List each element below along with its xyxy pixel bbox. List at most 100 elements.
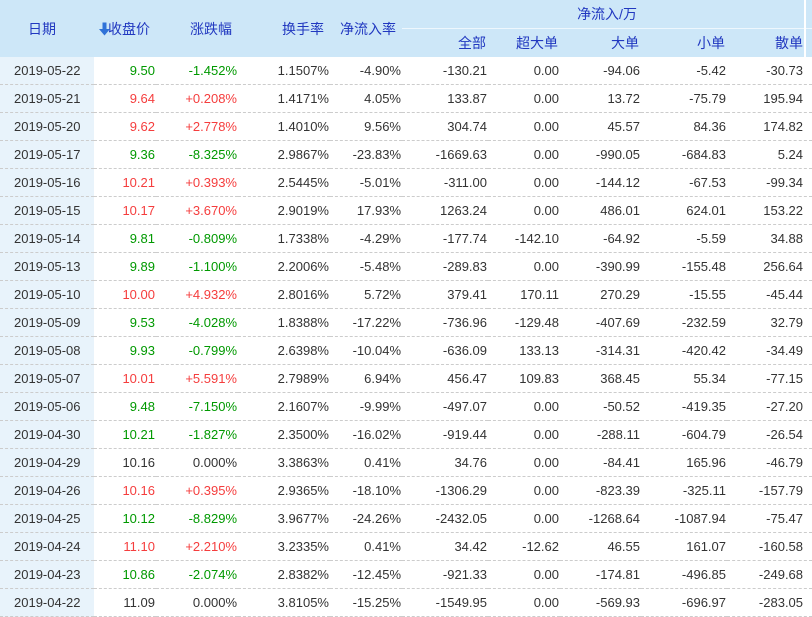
date-cell: 2019-05-13: [0, 252, 94, 281]
close-price-cell: 9.64: [94, 84, 156, 113]
net-inflow-scattered-cell: -157.79: [727, 476, 812, 505]
change-percent-cell: -0.809%: [156, 224, 238, 253]
net-inflow-super-large-cell: 170.11: [488, 280, 560, 309]
table-row: 2019-04-25 10.12 -8.829% 3.9677% -24.26%…: [0, 504, 812, 533]
net-inflow-small-cell: -67.53: [641, 168, 727, 197]
net-inflow-large-cell: -314.31: [560, 336, 641, 365]
date-cell: 2019-05-16: [0, 168, 94, 197]
net-inflow-super-large-cell: 0.00: [488, 252, 560, 281]
close-price-cell: 9.53: [94, 308, 156, 337]
date-cell: 2019-05-10: [0, 280, 94, 309]
turnover-rate-cell: 2.9867%: [238, 140, 330, 169]
net-inflow-rate-cell: 0.41%: [330, 532, 402, 561]
net-inflow-small-cell: -325.11: [641, 476, 727, 505]
column-group-net-inflow: 净流入/万: [402, 0, 812, 29]
net-inflow-small-cell: -696.97: [641, 588, 727, 617]
column-header-date[interactable]: 日期: [0, 0, 110, 57]
net-inflow-super-large-cell: 0.00: [488, 140, 560, 169]
net-inflow-super-large-cell: -12.62: [488, 532, 560, 561]
table-row: 2019-05-16 10.21 +0.393% 2.5445% -5.01% …: [0, 168, 812, 197]
table-row: 2019-04-26 10.16 +0.395% 2.9365% -18.10%…: [0, 476, 812, 505]
close-price-cell: 9.48: [94, 392, 156, 421]
net-inflow-rate-cell: -10.04%: [330, 336, 402, 365]
header-right-divider: [804, 0, 806, 57]
change-percent-cell: +5.591%: [156, 364, 238, 393]
net-inflow-small-cell: 55.34: [641, 364, 727, 393]
turnover-rate-cell: 2.7989%: [238, 364, 330, 393]
column-header-change[interactable]: 涨跌幅: [156, 0, 238, 57]
net-inflow-super-large-cell: 0.00: [488, 560, 560, 589]
date-cell: 2019-04-25: [0, 504, 94, 533]
turnover-rate-cell: 2.8016%: [238, 280, 330, 309]
net-inflow-super-large-cell: 109.83: [488, 364, 560, 393]
net-inflow-small-cell: -75.79: [641, 84, 727, 113]
date-cell: 2019-04-30: [0, 420, 94, 449]
table-row: 2019-05-14 9.81 -0.809% 1.7338% -4.29% -…: [0, 224, 812, 253]
net-inflow-scattered-cell: 256.64: [727, 252, 812, 281]
net-inflow-rate-cell: -4.90%: [330, 57, 402, 85]
net-inflow-all-cell: -919.44: [402, 420, 488, 449]
close-price-cell: 10.16: [94, 448, 156, 477]
net-inflow-scattered-cell: -160.58: [727, 532, 812, 561]
change-percent-cell: +3.670%: [156, 196, 238, 225]
net-inflow-rate-cell: -9.99%: [330, 392, 402, 421]
column-header-inflow-rate[interactable]: 净流入率: [330, 0, 402, 57]
column-header-all[interactable]: 全部: [402, 28, 488, 57]
net-inflow-rate-cell: 9.56%: [330, 112, 402, 141]
net-inflow-rate-cell: -24.26%: [330, 504, 402, 533]
net-inflow-all-cell: -2432.05: [402, 504, 488, 533]
table-row: 2019-04-29 10.16 0.000% 3.3863% 0.41% 34…: [0, 448, 812, 477]
net-inflow-all-cell: -1549.95: [402, 588, 488, 617]
turnover-rate-cell: 3.2335%: [238, 532, 330, 561]
turnover-rate-cell: 1.4010%: [238, 112, 330, 141]
column-header-small[interactable]: 小单: [641, 28, 727, 57]
net-inflow-rate-cell: -12.45%: [330, 560, 402, 589]
table-row: 2019-05-20 9.62 +2.778% 1.4010% 9.56% 30…: [0, 112, 812, 141]
date-header-label: 日期: [28, 20, 56, 37]
net-inflow-all-cell: -636.09: [402, 336, 488, 365]
date-cell: 2019-04-22: [0, 588, 94, 617]
net-inflow-rate-cell: 17.93%: [330, 196, 402, 225]
net-inflow-large-cell: 368.45: [560, 364, 641, 393]
net-inflow-all-cell: -311.00: [402, 168, 488, 197]
table-row: 2019-05-22 9.50 -1.452% 1.1507% -4.90% -…: [0, 57, 812, 85]
date-cell: 2019-05-21: [0, 84, 94, 113]
date-cell: 2019-05-14: [0, 224, 94, 253]
table-row: 2019-05-15 10.17 +3.670% 2.9019% 17.93% …: [0, 196, 812, 225]
net-inflow-all-cell: 1263.24: [402, 196, 488, 225]
close-price-cell: 10.21: [94, 420, 156, 449]
net-inflow-scattered-cell: -27.20: [727, 392, 812, 421]
change-percent-cell: -1.100%: [156, 252, 238, 281]
net-inflow-small-cell: -420.42: [641, 336, 727, 365]
table-header: 日期 收盘价 涨跌幅 换手率 净流入率 净流入/万 全部 超大单 大单 小单 散…: [0, 0, 812, 57]
sort-descending-icon[interactable]: [99, 22, 110, 35]
net-inflow-scattered-cell: -75.47: [727, 504, 812, 533]
close-price-cell: 11.09: [94, 588, 156, 617]
net-inflow-small-cell: -5.42: [641, 57, 727, 85]
column-header-large[interactable]: 大单: [560, 28, 641, 57]
net-inflow-rate-cell: -15.25%: [330, 588, 402, 617]
net-inflow-small-cell: -5.59: [641, 224, 727, 253]
close-price-cell: 9.50: [94, 57, 156, 85]
close-price-cell: 9.89: [94, 252, 156, 281]
column-header-super-large[interactable]: 超大单: [488, 28, 560, 57]
turnover-rate-cell: 2.8382%: [238, 560, 330, 589]
net-inflow-small-cell: -1087.94: [641, 504, 727, 533]
net-inflow-large-cell: 46.55: [560, 532, 641, 561]
turnover-rate-cell: 1.7338%: [238, 224, 330, 253]
net-inflow-super-large-cell: 0.00: [488, 476, 560, 505]
net-inflow-all-cell: 133.87: [402, 84, 488, 113]
date-cell: 2019-05-06: [0, 392, 94, 421]
column-header-scattered[interactable]: 散单: [727, 28, 812, 57]
net-inflow-rate-cell: 4.05%: [330, 84, 402, 113]
net-inflow-large-cell: -50.52: [560, 392, 641, 421]
net-inflow-all-cell: 34.76: [402, 448, 488, 477]
net-inflow-small-cell: -419.35: [641, 392, 727, 421]
change-percent-cell: -1.452%: [156, 57, 238, 85]
net-inflow-all-cell: -130.21: [402, 57, 488, 85]
table-body: 2019-05-22 9.50 -1.452% 1.1507% -4.90% -…: [0, 57, 812, 617]
column-header-turnover[interactable]: 换手率: [238, 0, 330, 57]
net-inflow-large-cell: -288.11: [560, 420, 641, 449]
net-inflow-scattered-cell: 174.82: [727, 112, 812, 141]
